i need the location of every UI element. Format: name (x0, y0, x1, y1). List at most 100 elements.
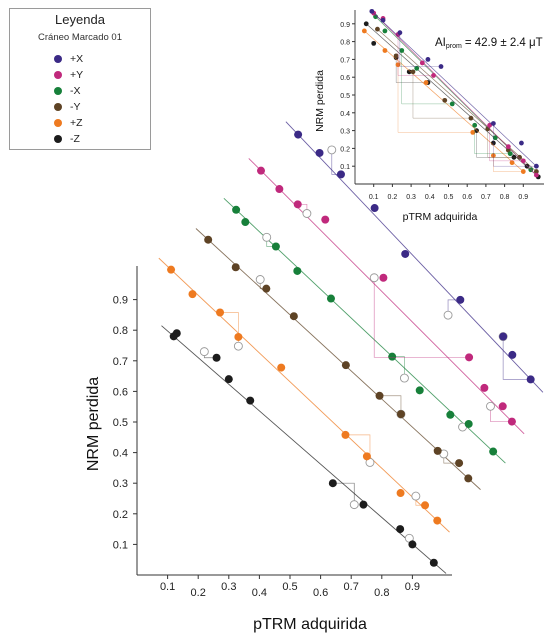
main-data-point (212, 353, 221, 362)
main-data-point (231, 263, 240, 272)
inset-data-point (363, 21, 369, 27)
main-data-point (341, 361, 350, 370)
inset-ptrm-check-path (412, 71, 471, 119)
main-data-point (315, 148, 324, 157)
inset-x-tick-label: 0.1 (369, 194, 379, 201)
main-x-tick-label: 0.7 (344, 581, 359, 593)
main-data-point (204, 235, 213, 244)
legend-title: Leyenda (55, 12, 105, 27)
main-y-tick-label: 0.5 (113, 417, 128, 429)
main-data-point (246, 396, 255, 405)
inset-x-tick-label: 0.8 (500, 194, 510, 201)
main-data-point (396, 525, 405, 534)
main-data-point (359, 500, 368, 509)
main-x-tick-label: 0.3 (221, 581, 236, 593)
main-ptrm-check-marker (443, 310, 453, 320)
inset-x-tick-label: 0.4 (425, 194, 435, 201)
inset-data-point (419, 60, 425, 66)
legend-swatch (54, 119, 62, 127)
inset-data-point (470, 129, 476, 135)
inset-ptrm-check-path (397, 64, 473, 133)
legend-label: -Z (70, 133, 80, 145)
main-data-point (262, 284, 271, 293)
main-data-point (401, 249, 410, 258)
main-fit-line (195, 228, 481, 490)
inset-data-point (375, 26, 380, 32)
inset-data-point (373, 14, 378, 20)
main-y-tick-label: 0.4 (113, 448, 128, 460)
inset-x-tick-label: 0.6 (462, 194, 472, 201)
inset-data-point (414, 65, 420, 71)
inset-data-point (533, 172, 539, 178)
intensity-annotation: AIprom = 42.9 ± 2.4 μT (435, 37, 543, 50)
main-ptrm-check-path (220, 312, 239, 347)
inset-fit-line (371, 11, 537, 167)
inset-ptrm-check-path (474, 125, 511, 154)
inset-data-point (520, 169, 526, 174)
main-data-point (415, 386, 424, 395)
main-data-point (257, 166, 265, 175)
inset-arai-plot: 0.1 0.2 0.3 0.4 0.5 0.6 0.7 0.8 0.9 0.1 0.2 0.3 0.4 0… (340, 8, 544, 201)
main-ptrm-check-path (447, 299, 461, 316)
main-data-point (362, 452, 371, 461)
legend-label: +Z (70, 117, 83, 129)
inset-y-tick-label: 0.9 (340, 22, 350, 29)
main-data-point (421, 501, 430, 510)
inset-y-tick-label: 0.3 (340, 129, 350, 136)
main-data-point (408, 540, 417, 549)
main-ptrm-check-marker (262, 232, 272, 242)
inset-ptrm-check-path (399, 32, 442, 67)
main-data-point (275, 185, 284, 194)
inset-x-axis-label: pTRM adquirida (403, 211, 478, 223)
main-ptrm-check-path (392, 356, 405, 379)
inset-y-tick-label: 0.7 (340, 57, 350, 64)
main-data-point (499, 332, 508, 341)
inset-data-point (423, 80, 429, 85)
inset-data-point (509, 160, 515, 166)
main-data-point (429, 558, 438, 567)
main-data-point (336, 170, 345, 179)
main-data-point (321, 215, 330, 224)
main-ptrm-check-marker (349, 500, 359, 510)
main-data-point (293, 266, 302, 275)
inset-data-point (380, 17, 386, 23)
main-data-point (456, 295, 465, 304)
inset-data-point (369, 8, 375, 14)
inset-y-tick-label: 0.8 (340, 40, 350, 47)
inset-x-tick-label: 0.7 (481, 194, 491, 201)
main-fit-line (285, 121, 544, 393)
main-data-point (167, 265, 176, 274)
inset-data-point (382, 48, 388, 53)
main-x-tick-label: 0.4 (252, 587, 267, 599)
main-ptrm-check-marker (233, 341, 243, 351)
legend-swatch (54, 55, 62, 63)
main-data-point (396, 410, 405, 419)
main-fit-line (161, 325, 447, 574)
inset-data-point (425, 57, 431, 62)
main-data-point (433, 446, 442, 455)
inset-y-tick-label: 0.2 (340, 146, 350, 153)
main-ptrm-check-marker (486, 401, 495, 411)
main-x-axis-label: pTRM adquirida (253, 616, 367, 633)
main-ptrm-check-marker (327, 145, 337, 155)
inset-x-tick-label: 0.3 (406, 194, 416, 201)
legend-swatch (54, 135, 62, 143)
inset-data-point (431, 73, 436, 78)
legend: Leyenda Cráneo Marcado 01 +X +Y -X -Y +Z… (9, 8, 151, 150)
inset-data-point (487, 122, 493, 128)
main-y-tick-label: 0.2 (113, 509, 128, 521)
main-data-point (241, 218, 250, 227)
main-ptrm-check-marker (255, 275, 265, 284)
main-ptrm-check-path (332, 482, 355, 505)
inset-data-point (520, 158, 526, 164)
inset-data-point (507, 151, 513, 157)
legend-label: -Y (70, 101, 81, 113)
main-y-tick-label: 0.7 (113, 356, 128, 368)
main-data-point (326, 294, 335, 303)
main-data-point (446, 410, 455, 419)
inset-data-point (533, 169, 539, 174)
legend-swatch (54, 103, 62, 111)
inset-ptrm-check-path (401, 50, 453, 105)
main-data-point (464, 474, 473, 483)
main-ptrm-check-marker (411, 491, 421, 501)
